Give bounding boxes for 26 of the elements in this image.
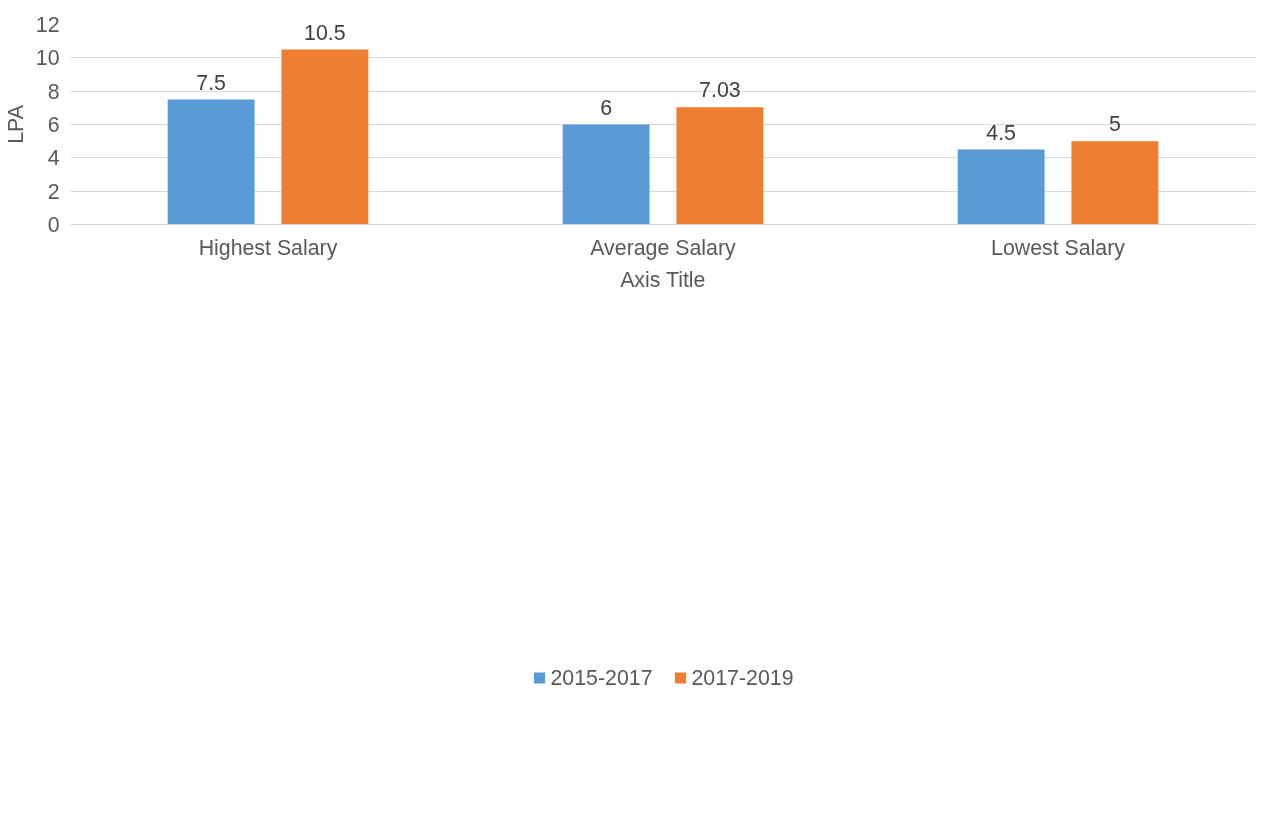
x-tick-label: Highest Salary xyxy=(198,235,338,260)
y-tick-label: 12 xyxy=(35,13,60,37)
bar xyxy=(957,149,1045,225)
y-axis-title: LPA xyxy=(3,104,28,144)
x-tick-label: Average Salary xyxy=(590,235,737,260)
data-label: 7.5 xyxy=(196,70,226,95)
y-tick-label: 4 xyxy=(47,146,60,171)
bar xyxy=(1071,141,1159,225)
data-label: 4.5 xyxy=(986,120,1016,145)
y-tick-label: 6 xyxy=(47,113,60,137)
legend-label: 2017-2019 xyxy=(691,665,794,691)
data-label: 7.03 xyxy=(699,78,741,103)
bar xyxy=(676,107,764,225)
bar xyxy=(167,99,255,225)
data-label: 6 xyxy=(600,95,613,120)
data-label: 10.5 xyxy=(304,20,346,45)
y-tick-label: 2 xyxy=(47,179,60,204)
bar xyxy=(562,124,650,225)
data-label: 5 xyxy=(1108,112,1121,137)
y-tick-label: 0 xyxy=(47,213,60,237)
y-tick-label: 8 xyxy=(47,79,60,104)
y-tick-label: 10 xyxy=(35,46,60,71)
x-axis-title: Axis Title xyxy=(620,267,706,292)
bar xyxy=(281,49,369,225)
x-tick-label: Lowest Salary xyxy=(991,235,1126,260)
legend-label: 2015-2017 xyxy=(550,665,653,691)
